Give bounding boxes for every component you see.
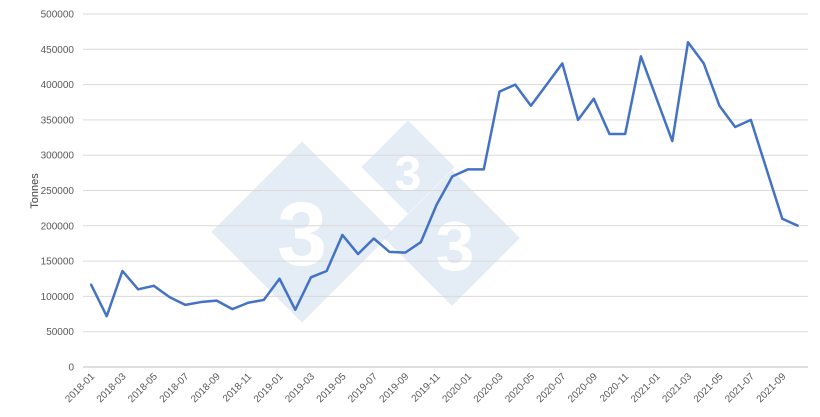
gridlines [83,13,808,368]
series-line [89,40,799,318]
y-tick-label: 200000 [41,221,75,232]
data-point [309,276,312,279]
data-point [608,133,611,136]
y-tick-label: 500000 [41,10,75,21]
data-point [467,168,470,171]
x-tick-label: 2021-05 [692,371,726,405]
data-point [404,251,407,254]
x-tick-label: 2020-09 [566,371,600,405]
y-tick-label: 50000 [46,327,74,338]
data-point [372,237,375,240]
x-tick-label: 2019-09 [378,371,412,405]
y-tick-label: 350000 [41,115,75,126]
x-tick-label: 2018-11 [221,371,255,405]
data-point [671,140,674,143]
data-point [294,308,297,311]
data-point [624,133,627,136]
y-axis-ticks: 0 50000 100000 150000 200000 250000 300000 3500… [41,10,75,374]
x-tick-label: 2018-07 [158,371,192,405]
y-tick-label: 400000 [41,80,75,91]
data-point [639,55,642,58]
x-tick-label: 2019-11 [410,371,444,405]
data-point [325,269,328,272]
x-tick-label: 2018-09 [189,371,223,405]
data-point [357,253,360,256]
x-tick-label: 2020-01 [440,371,474,405]
data-point [184,303,187,306]
data-point [702,62,705,65]
x-tick-label: 2019-05 [315,371,349,405]
x-tick-label: 2021-01 [629,371,663,405]
data-point [278,277,281,280]
x-tick-label: 2020-07 [535,371,569,405]
data-point [388,250,391,253]
data-point [215,299,218,302]
data-point [435,203,438,206]
data-point [231,308,234,311]
x-tick-label: 2019-01 [252,371,286,405]
y-axis-label: Tonnes [29,173,41,209]
x-axis-ticks: 2018-012018-032018-052018-072018-092018-… [63,371,788,405]
data-point [797,224,799,227]
svg-text:3: 3 [277,185,327,285]
data-point [498,90,501,93]
x-tick-label: 2020-03 [472,371,506,405]
data-point [749,118,752,121]
data-point [529,104,532,107]
data-point [655,97,658,100]
x-tick-label: 2021-09 [755,371,789,405]
y-tick-label: 0 [68,363,74,374]
y-tick-label: 450000 [41,45,75,56]
data-point [105,315,108,318]
y-tick-label: 100000 [41,292,75,303]
x-tick-label: 2020-11 [598,371,632,405]
y-tick-label: 300000 [41,151,75,162]
data-point [514,83,517,86]
data-point [341,233,344,236]
x-tick-label: 2019-07 [346,371,380,405]
x-tick-label: 2018-05 [126,371,160,405]
data-point [765,168,768,171]
data-point [592,97,595,100]
svg-text:3: 3 [436,207,475,285]
x-tick-label: 2018-01 [63,371,97,405]
x-tick-label: 2018-03 [95,371,129,405]
svg-text:3: 3 [395,148,422,201]
watermark-logo: 3 3 3 [211,120,520,323]
x-tick-label: 2021-03 [660,371,694,405]
data-point [781,217,784,220]
y-tick-label: 250000 [41,186,75,197]
data-point [262,298,265,301]
data-point [247,301,250,304]
y-tick-label: 150000 [41,257,75,268]
data-point [168,296,171,299]
data-point [687,41,690,44]
data-point [545,83,548,86]
data-point [419,241,422,244]
data-point [718,104,721,107]
data-point [199,301,202,304]
data-point [734,125,737,128]
data-point [482,168,485,171]
x-tick-label: 2019-03 [283,371,317,405]
data-point [577,118,580,121]
data-point [90,283,92,286]
x-tick-label: 2021-07 [723,371,757,405]
series-line-group [89,40,799,318]
data-point [561,62,564,65]
data-point [137,288,140,291]
data-point [152,284,155,287]
data-point [451,175,454,178]
x-tick-label: 2020-05 [503,371,537,405]
data-point [121,269,124,272]
